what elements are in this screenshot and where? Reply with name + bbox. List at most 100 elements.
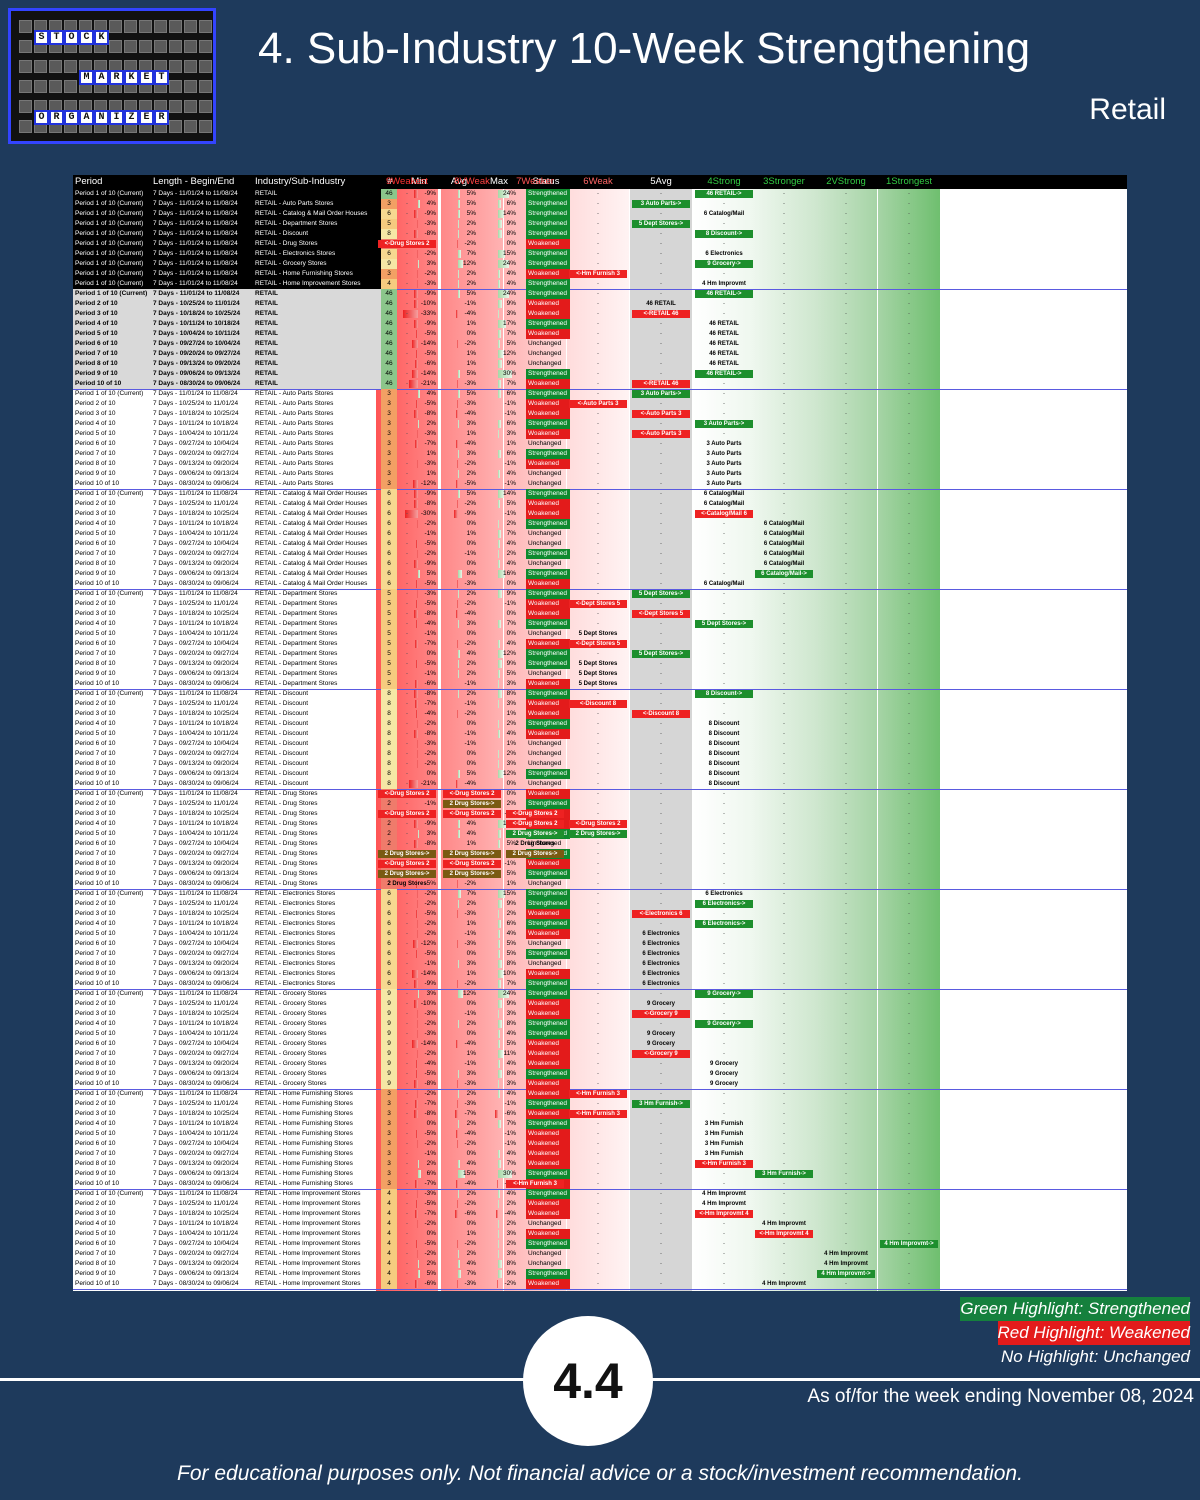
max-cell: 9%: [506, 300, 516, 307]
placeholder-dot: -: [908, 531, 910, 537]
industry-cell: RETAIL - Home Furnishing Stores: [255, 1150, 353, 1157]
placeholder-dot: -: [845, 1021, 847, 1027]
rank-label: <-Electronics 6: [632, 910, 690, 918]
value-bar: [458, 270, 459, 278]
placeholder-dot: -: [534, 1141, 536, 1147]
min-cell: -1%: [424, 1150, 436, 1157]
placeholder-dot: -: [597, 911, 599, 917]
logo-letter: N: [94, 110, 109, 125]
value-bar: [498, 1080, 500, 1088]
placeholder-dot: -: [908, 431, 910, 437]
value-bar: [416, 220, 418, 228]
placeholder-dot: -: [908, 1171, 910, 1177]
placeholder-dot: -: [783, 371, 785, 377]
rank-label: 46 RETAIL: [709, 361, 739, 367]
min-cell: 4%: [426, 200, 436, 207]
max-cell: -1%: [504, 400, 516, 407]
placeholder-dot: -: [597, 481, 599, 487]
placeholder-dot: -: [845, 511, 847, 517]
min-cell: 0%: [426, 650, 436, 657]
logo-tile: [139, 20, 152, 33]
value-bar: [418, 1160, 419, 1168]
placeholder-dot: -: [660, 1151, 662, 1157]
value-bar: [498, 1220, 499, 1228]
length-cell: 7 Days - 10/18/24 to 10/25/24: [153, 510, 239, 517]
length-cell: 7 Days - 11/01/24 to 11/08/24: [153, 210, 238, 217]
placeholder-dot: -: [597, 351, 599, 357]
placeholder-dot: -: [908, 251, 910, 257]
count-cell: 9: [381, 1039, 397, 1049]
placeholder-dot: -: [471, 771, 473, 777]
count-cell: 8: [381, 229, 397, 239]
min-cell: 0%: [426, 1120, 436, 1127]
placeholder-dot: -: [908, 901, 910, 907]
status-cell: Weakened: [526, 1109, 570, 1119]
placeholder-dot: -: [534, 951, 536, 957]
avg-cell: 2%: [466, 280, 476, 287]
count-cell: 8: [381, 759, 397, 769]
length-cell: 7 Days - 10/25/24 to 11/01/24: [153, 600, 239, 607]
count-cell: 3: [381, 1089, 397, 1099]
length-cell: 7 Days - 09/27/24 to 10/04/24: [153, 340, 241, 347]
placeholder-dot: -: [597, 861, 599, 867]
length-cell: 7 Days - 09/13/24 to 09/20/24: [153, 860, 239, 867]
placeholder-dot: -: [845, 561, 847, 567]
value-bar: [416, 590, 418, 598]
placeholder-dot: -: [534, 331, 536, 337]
min-cell: -5%: [424, 350, 436, 357]
rank-label: 6 Electronics: [642, 931, 680, 937]
placeholder-dot: -: [723, 661, 725, 667]
placeholder-dot: -: [597, 1181, 599, 1187]
status-cell: Strengthened: [526, 449, 570, 459]
placeholder-dot: -: [597, 1001, 599, 1007]
placeholder-dot: -: [845, 591, 847, 597]
avg-cell: -4%: [464, 410, 476, 417]
placeholder-dot: -: [783, 361, 785, 367]
placeholder-dot: -: [406, 891, 408, 897]
industry-cell: RETAIL: [255, 350, 278, 357]
min-cell: -2%: [424, 550, 436, 557]
length-cell: 7 Days - 08/30/24 to 09/06/24: [153, 1280, 239, 1287]
placeholder-dot: -: [597, 411, 599, 417]
value-bar: [411, 1040, 418, 1048]
value-bar: [414, 500, 418, 508]
rank-label: 6 Electronics: [705, 891, 743, 897]
period-cell: Period 8 of 10: [75, 1260, 116, 1267]
placeholder-dot: -: [723, 401, 725, 407]
value-bar: [404, 510, 418, 518]
placeholder-dot: -: [534, 471, 536, 477]
value-bar: [498, 970, 503, 978]
value-bar: [416, 710, 418, 718]
max-cell: 0%: [506, 630, 516, 637]
count-cell: 46: [381, 359, 397, 369]
rank-label: 5 Dept Stores->: [632, 650, 690, 658]
placeholder-dot: -: [534, 321, 536, 327]
avg-cell: -3%: [464, 940, 476, 947]
placeholder-dot: -: [660, 821, 662, 827]
placeholder-dot: -: [845, 461, 847, 467]
value-bar: [417, 920, 418, 928]
max-cell: 1%: [506, 710, 516, 717]
max-cell: 6%: [506, 920, 516, 927]
count-cell: 5: [381, 599, 397, 609]
placeholder-dot: -: [534, 931, 536, 937]
logo-letter: G: [64, 110, 79, 125]
industry-cell: RETAIL - Grocery Stores: [255, 1020, 327, 1027]
max-cell: 8%: [506, 1020, 516, 1027]
length-cell: 7 Days - 10/11/24 to 10/18/24: [153, 1220, 239, 1227]
placeholder-dot: -: [845, 261, 847, 267]
max-cell: 7%: [506, 620, 516, 627]
placeholder-dot: -: [660, 631, 662, 637]
status-cell: Weakened: [526, 1139, 570, 1149]
length-cell: 7 Days - 08/30/24 to 09/06/24: [153, 1080, 239, 1087]
placeholder-dot: -: [597, 381, 599, 387]
table-row: Period 7 of 10 7 Days - 09/20/24 to 09/27…: [73, 649, 1127, 659]
placeholder-dot: -: [406, 681, 408, 687]
max-cell: 14%: [502, 490, 516, 497]
industry-cell: RETAIL - Department Stores: [255, 650, 338, 657]
placeholder-dot: -: [660, 831, 662, 837]
value-bar: [416, 460, 418, 468]
status-cell: Weakened: [526, 379, 570, 389]
avg-cell: 7%: [466, 1270, 476, 1277]
